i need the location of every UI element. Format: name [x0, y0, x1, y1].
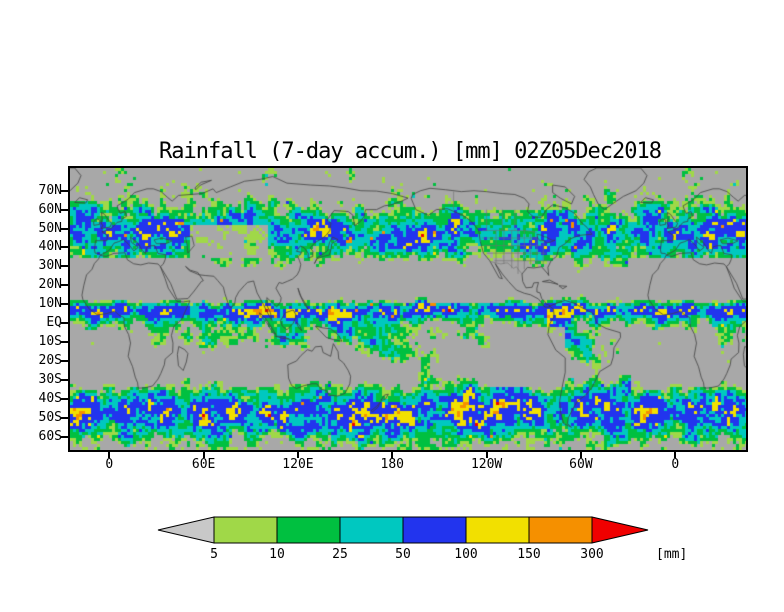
lon-tick-mark	[108, 452, 111, 458]
colorbar-tick-label: 50	[395, 547, 411, 562]
lat-tick-label: 30S	[38, 371, 62, 387]
lat-tick-mark	[61, 378, 68, 381]
lon-tick-mark	[202, 452, 205, 458]
lon-tick-label: 120W	[470, 457, 503, 472]
lat-tick-mark	[61, 284, 68, 287]
lon-tick-label: 0	[105, 457, 114, 472]
lat-tick-label: 30N	[38, 258, 62, 274]
colorbar-segment	[402, 516, 467, 544]
lat-tick-mark	[61, 360, 68, 363]
lat-tick-label: 50S	[38, 409, 62, 425]
lat-tick-label: 20N	[38, 277, 62, 293]
lat-tick-mark	[61, 265, 68, 268]
lon-tick-mark	[579, 452, 582, 458]
lat-tick-mark	[61, 227, 68, 230]
lat-tick-label: 60S	[38, 428, 62, 444]
lat-tick-mark	[61, 416, 68, 419]
lon-tick-label: 0	[671, 457, 680, 472]
colorbar-segment	[465, 516, 530, 544]
lat-tick-label: EQ	[46, 315, 62, 331]
lat-tick-label: 10N	[38, 296, 62, 312]
lat-tick-mark	[61, 435, 68, 438]
colorbar-segment	[276, 516, 341, 544]
lat-tick-mark	[61, 246, 68, 249]
lat-tick-mark	[61, 303, 68, 306]
lon-tick-mark	[674, 452, 677, 458]
lon-tick-mark	[391, 452, 394, 458]
lat-tick-label: 60N	[38, 201, 62, 217]
colorbar-segment	[528, 516, 593, 544]
colorbar-units-label: [mm]	[656, 547, 688, 562]
lat-tick-label: 40N	[38, 239, 62, 255]
lat-tick-mark	[61, 341, 68, 344]
lon-tick-mark	[296, 452, 299, 458]
lat-tick-label: 70N	[38, 182, 62, 198]
lon-tick-mark	[485, 452, 488, 458]
colorbar-segment	[213, 516, 278, 544]
colorbar-tick-label: 300	[580, 547, 604, 562]
lat-tick-label: 20S	[38, 353, 62, 369]
colorbar-tick-label: 100	[454, 547, 478, 562]
lat-tick-label: 10S	[38, 334, 62, 350]
map-frame	[68, 166, 748, 452]
colorbar-tick-label: 5	[210, 547, 218, 562]
lat-tick-label: 40S	[38, 390, 62, 406]
lat-tick-mark	[61, 189, 68, 192]
lon-tick-label: 60W	[569, 457, 593, 472]
lat-tick-mark	[61, 208, 68, 211]
lon-tick-label: 60E	[191, 457, 216, 472]
lat-tick-mark	[61, 397, 68, 400]
lat-tick-label: 50N	[38, 220, 62, 236]
colorbar-arrow-high	[591, 516, 649, 544]
world-rainfall-map-canvas	[70, 168, 746, 450]
plot-title: Rainfall (7-day accum.) [mm] 02Z05Dec201…	[158, 139, 662, 164]
lon-tick-label: 120E	[282, 457, 314, 472]
colorbar-tick-label: 10	[269, 547, 285, 562]
colorbar-tick-label: 25	[332, 547, 348, 562]
lon-tick-label: 180	[380, 457, 404, 472]
colorbar	[157, 516, 649, 544]
colorbar-segment	[339, 516, 404, 544]
lat-tick-mark	[61, 322, 68, 325]
colorbar-tick-label: 150	[517, 547, 541, 562]
colorbar-arrow-low	[157, 516, 215, 544]
